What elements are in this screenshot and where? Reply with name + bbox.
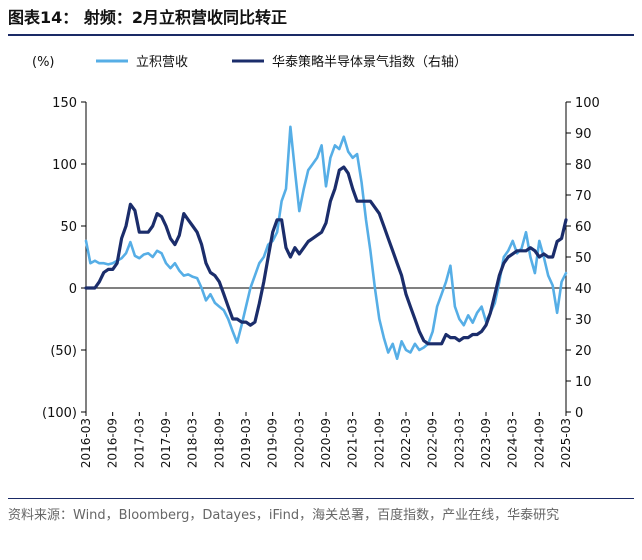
series-line-left	[84, 125, 568, 361]
x-tick-label: 2020-03	[292, 418, 306, 468]
axes: 150100500(50)(100)1009080706050403020100…	[42, 96, 600, 468]
x-tick-label: 2018-03	[186, 418, 200, 468]
legend-label-right: 华泰策略半导体景气指数（右轴）	[272, 54, 467, 70]
x-tick-label: 2021-09	[372, 418, 386, 468]
x-tick-label: 2016-09	[106, 418, 120, 468]
x-tick-label: 2022-03	[399, 418, 413, 468]
x-tick-label: 2017-09	[159, 418, 173, 468]
y-left-tick-label: 50	[60, 220, 77, 235]
x-tick-label: 2016-03	[79, 418, 93, 468]
x-tick-label: 2024-03	[506, 418, 520, 468]
y-left-tick-label: (100)	[42, 406, 77, 421]
x-tick-label: 2024-09	[532, 418, 546, 468]
x-tick-label: 2022-09	[426, 418, 440, 468]
legend: 立积营收 华泰策略半导体景气指数（右轴）	[96, 54, 467, 70]
y-right-tick-label: 30	[575, 313, 592, 328]
y-right-tick-label: 10	[575, 375, 592, 390]
y-left-tick-label: 100	[52, 158, 77, 173]
source-note: 资料来源：Wind，Bloomberg，Datayes，iFind，海关总署，百…	[8, 498, 634, 527]
chart: 立积营收 华泰策略半导体景气指数（右轴） (%) 150100500(50)(1…	[32, 54, 600, 468]
x-tick-label: 2017-03	[132, 418, 146, 468]
x-tick-label: 2023-09	[479, 418, 493, 468]
y-left-tick-label: 0	[69, 282, 77, 297]
y-right-tick-label: 40	[575, 282, 592, 297]
x-tick-label: 2023-03	[452, 418, 466, 468]
series-line-right	[84, 165, 568, 346]
x-tick-label: 2021-03	[346, 418, 360, 468]
x-tick-label: 2019-03	[239, 418, 253, 468]
x-tick-label: 2020-09	[319, 418, 333, 468]
y-right-tick-label: 90	[575, 127, 592, 142]
y-right-tick-label: 60	[575, 220, 592, 235]
x-tick-label: 2019-09	[266, 418, 280, 468]
legend-label-left: 立积营收	[136, 55, 188, 70]
y-right-tick-label: 70	[575, 189, 592, 204]
x-tick-label: 2018-09	[212, 418, 226, 468]
y-right-tick-label: 100	[575, 96, 600, 111]
y-left-tick-label: 150	[52, 96, 77, 111]
figure-title: 图表14： 射频：2月立积营收同比转正	[8, 2, 634, 36]
y-unit-label: (%)	[32, 55, 55, 70]
y-left-tick-label: (50)	[50, 344, 77, 359]
x-tick-label: 2025-03	[559, 418, 573, 468]
y-right-tick-label: 0	[575, 406, 583, 421]
y-right-tick-label: 50	[575, 251, 592, 266]
y-right-tick-label: 20	[575, 344, 592, 359]
series-right-group	[84, 165, 568, 346]
y-right-tick-label: 80	[575, 158, 592, 173]
series-left-group	[84, 125, 568, 361]
